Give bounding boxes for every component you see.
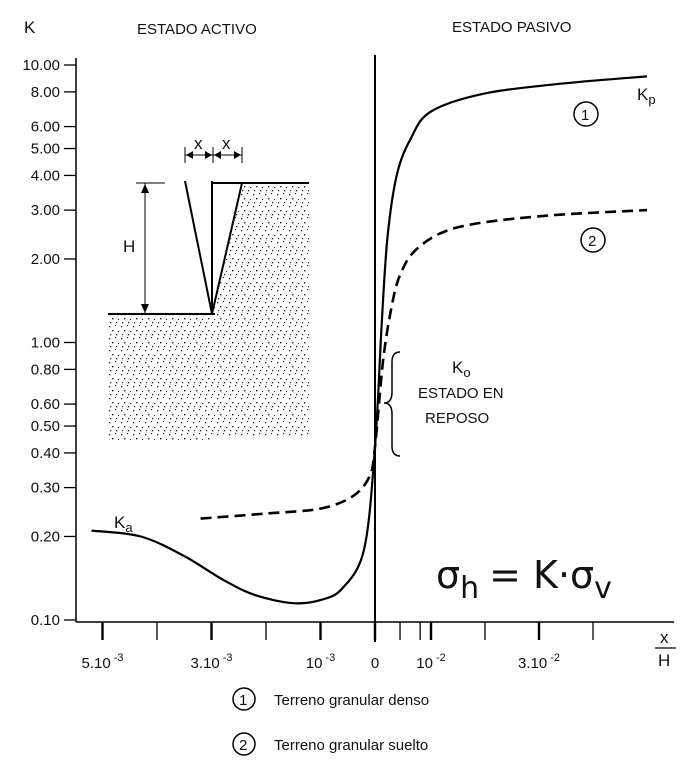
inset-x-arrow-2 <box>205 151 212 159</box>
y-tick-label: 8.00 <box>31 84 60 101</box>
inset-x-arrow-1 <box>186 151 193 159</box>
x-tick-label: 10 -3 <box>306 652 335 672</box>
legend-2-number: 2 <box>239 737 247 754</box>
ka-label: Ka <box>114 513 133 535</box>
y-tick-label: 3.00 <box>31 202 60 219</box>
y-tick-label: 6.00 <box>31 119 60 136</box>
inset-foundation-soil <box>108 314 214 440</box>
inset-x-label-2: x <box>222 134 231 153</box>
estado-en-label: ESTADO EN <box>418 385 504 402</box>
inset-passive-failure-line <box>184 180 213 315</box>
y-tick-label: 5.00 <box>31 141 60 158</box>
legend-2-circle <box>232 732 256 756</box>
legend-2-text: Terreno granular suelto <box>274 737 428 754</box>
x-axis-label-numerator: x <box>660 628 669 647</box>
x-tick-label: 3.10 -3 <box>191 652 233 672</box>
y-tick-label: 1.00 <box>31 335 60 352</box>
kp-label: Kp <box>637 85 656 107</box>
series-2-line <box>200 208 648 520</box>
inset-h-arrow-bottom <box>141 304 149 313</box>
inset-x-label-1: x <box>194 134 203 153</box>
retaining-wall-inset: H x x <box>108 134 309 440</box>
curve-2-marker-circle <box>580 227 606 253</box>
curve-2-marker-number: 2 <box>588 233 596 250</box>
ko-brace <box>383 351 401 457</box>
series-lines <box>91 75 648 605</box>
inset-active-failure-line <box>211 182 243 315</box>
x-tick-label: 3.10 -2 <box>518 652 560 672</box>
y-tick-label: 0.80 <box>31 361 60 378</box>
y-tick-label: 0.30 <box>31 480 60 497</box>
section-active-label: ESTADO ACTIVO <box>137 21 257 38</box>
inset-x-arrow-3 <box>214 151 221 159</box>
legend-1-text: Terreno granular denso <box>274 692 429 709</box>
inset-h-label: H <box>123 237 135 256</box>
legend-1-number: 1 <box>239 692 247 709</box>
x-tick-label: 5.10 -3 <box>82 652 124 672</box>
y-tick-label: 10.00 <box>22 57 60 74</box>
stress-formula: σh = K·σv <box>436 553 612 606</box>
legend-1-circle <box>232 687 256 711</box>
y-tick-label: 0.50 <box>31 418 60 435</box>
y-tick-label: 0.60 <box>31 396 60 413</box>
curve-1-marker-circle <box>573 101 599 127</box>
x-tick-label: 10 -2 <box>416 652 445 672</box>
y-tick-label: 4.00 <box>31 167 60 184</box>
inset-x-arrow-4 <box>234 151 241 159</box>
y-tick-label: 0.40 <box>31 445 60 462</box>
curve-1-marker-number: 1 <box>581 107 589 124</box>
inset-h-arrow-top <box>141 184 149 193</box>
y-tick-label: 0.20 <box>31 528 60 545</box>
y-tick-label: 0.10 <box>31 612 60 629</box>
y-axis-label: K <box>24 18 36 37</box>
ko-label: Ko <box>452 358 471 380</box>
x-ticks: 5.10 -3 3.10 -3 10 -3 0 10 -2 3.10 -2 <box>82 622 594 672</box>
y-tick-label: 2.00 <box>31 251 60 268</box>
legend: 1 Terreno granular denso 2 Terreno granu… <box>232 687 429 756</box>
y-ticks: 10.00 8.00 6.00 5.00 4.00 3.00 2.00 1.00 0.80 0.6… <box>22 57 76 629</box>
section-passive-label: ESTADO PASIVO <box>452 19 571 36</box>
x-axis-label-denominator: H <box>658 651 670 670</box>
reposo-label: REPOSO <box>425 410 489 427</box>
x-tick-label: 0 <box>371 655 379 672</box>
